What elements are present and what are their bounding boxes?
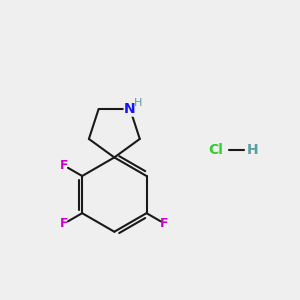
Text: F: F bbox=[60, 159, 68, 172]
Text: H: H bbox=[247, 143, 258, 157]
Text: Cl: Cl bbox=[208, 143, 223, 157]
Text: N: N bbox=[124, 102, 136, 116]
Text: H: H bbox=[134, 98, 142, 107]
Text: F: F bbox=[160, 217, 169, 230]
Text: F: F bbox=[60, 217, 68, 230]
